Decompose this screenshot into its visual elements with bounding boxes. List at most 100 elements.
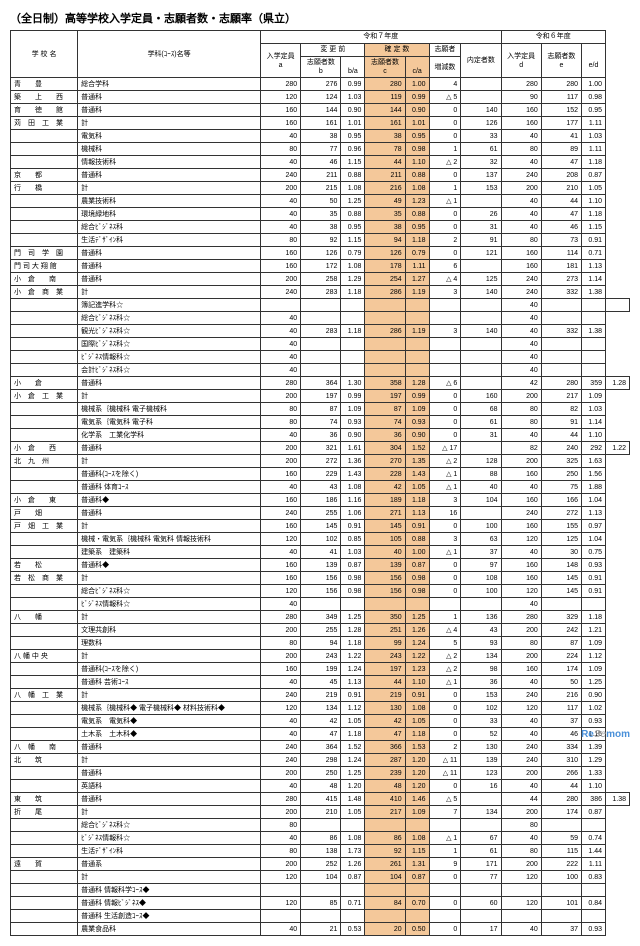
dept-cell: 化学系 工業化学科 <box>78 429 261 442</box>
value-cell: 144 <box>365 104 405 117</box>
value-cell <box>365 299 405 312</box>
value-cell: 1.38 <box>605 793 629 806</box>
value-cell: 40 <box>260 208 300 221</box>
value-cell: 160 <box>260 260 300 273</box>
value-cell: 0.95 <box>341 130 365 143</box>
value-cell: 1.05 <box>582 182 606 195</box>
value-cell: 0.96 <box>341 143 365 156</box>
value-cell: 140 <box>461 286 501 299</box>
value-cell: 0.99 <box>405 91 429 104</box>
value-cell: 1.06 <box>341 507 365 520</box>
value-cell: △ 11 <box>429 754 461 767</box>
table-row: 機械科80770.96780.9816180891.11 <box>11 143 630 156</box>
dept-cell: 観光ﾋﾞｼﾞﾈｽ科☆ <box>78 325 261 338</box>
value-cell: 104 <box>365 871 405 884</box>
dept-cell: 普通科 生活創造ｺｰｽ◆ <box>78 910 261 923</box>
value-cell: 1.11 <box>582 858 606 871</box>
value-cell <box>429 819 461 832</box>
value-cell: 160 <box>260 494 300 507</box>
value-cell: 0.90 <box>341 104 365 117</box>
value-cell: 1.20 <box>341 780 365 793</box>
value-cell: 174 <box>541 806 581 819</box>
value-cell: △ 1 <box>429 481 461 494</box>
dept-cell: 生活ﾃﾞｻﾞｲﾝ科 <box>78 845 261 858</box>
value-cell: 280 <box>260 793 300 806</box>
value-cell: 1.22 <box>405 650 429 663</box>
table-row: 青 豊総合学科2802760.992801.0042802801.00 <box>11 78 630 91</box>
value-cell: 44 <box>501 793 541 806</box>
value-cell: 16 <box>429 507 461 520</box>
value-cell: 41 <box>541 130 581 143</box>
value-cell: 0 <box>429 169 461 182</box>
table-row: 農業技術科40501.25491.23△ 140441.10 <box>11 195 630 208</box>
value-cell: 160 <box>260 559 300 572</box>
value-cell: 84 <box>365 897 405 910</box>
dept-cell: 普通科 情報ﾋﾞｼﾞﾈｽ◆ <box>78 897 261 910</box>
value-cell: 86 <box>365 832 405 845</box>
dept-cell: 電気系｛電気科 電子科 <box>78 416 261 429</box>
value-cell: 40 <box>501 923 541 936</box>
value-cell: 1.33 <box>582 767 606 780</box>
school-cell: 戸 畑 <box>11 507 78 520</box>
value-cell: 0.79 <box>341 247 365 260</box>
value-cell <box>541 299 581 312</box>
value-cell: 44 <box>541 429 581 442</box>
value-cell: 160 <box>461 390 501 403</box>
value-cell: 67 <box>461 832 501 845</box>
value-cell: 160 <box>501 494 541 507</box>
value-cell: 102 <box>301 533 341 546</box>
value-cell: 3 <box>429 494 461 507</box>
value-cell: 40 <box>260 728 300 741</box>
value-cell: 280 <box>501 611 541 624</box>
value-cell: 31 <box>461 429 501 442</box>
school-cell <box>11 585 78 598</box>
value-cell: 40 <box>501 715 541 728</box>
value-cell <box>429 364 461 377</box>
value-cell: 0 <box>429 559 461 572</box>
value-cell: △ 6 <box>429 377 461 390</box>
dept-cell: 農業食品科 <box>78 923 261 936</box>
school-cell: 八 幡 <box>11 611 78 624</box>
value-cell: 1.18 <box>341 325 365 338</box>
school-cell: 小 倉 <box>11 377 78 390</box>
value-cell: 280 <box>260 611 300 624</box>
value-cell: 140 <box>461 104 501 117</box>
value-cell: 240 <box>501 273 541 286</box>
value-cell: △ 5 <box>429 793 461 806</box>
value-cell: 1.11 <box>582 143 606 156</box>
value-cell: 40 <box>501 195 541 208</box>
value-cell: 139 <box>461 754 501 767</box>
value-cell: 48 <box>365 780 405 793</box>
table-row: 環境緑地科40350.88350.8802640471.18 <box>11 208 630 221</box>
school-cell: 小 倉 西 <box>11 442 78 455</box>
value-cell: 63 <box>461 533 501 546</box>
value-cell: △ 17 <box>429 442 461 455</box>
value-cell: 1.02 <box>582 702 606 715</box>
value-cell: 80 <box>260 845 300 858</box>
data-table: 学 校 名 学科(ｺｰｽ)名等 令和７年度 令和６年度 入学定員a 変 更 前 … <box>10 30 630 936</box>
value-cell: 33 <box>461 130 501 143</box>
value-cell: 40 <box>260 429 300 442</box>
value-cell: 126 <box>461 117 501 130</box>
value-cell <box>582 364 606 377</box>
value-cell: 216 <box>541 689 581 702</box>
dept-cell: 計 <box>78 286 261 299</box>
table-row: ﾋﾞｼﾞﾈｽ情報科☆4040 <box>11 598 630 611</box>
value-cell: 210 <box>301 806 341 819</box>
value-cell: 121 <box>461 247 501 260</box>
value-cell <box>429 598 461 611</box>
value-cell: 40 <box>501 481 541 494</box>
h-rate6: e/d <box>582 44 606 78</box>
school-cell <box>11 767 78 780</box>
table-row: 北 九 州計2002721.362701.35△ 21282003251.63 <box>11 455 630 468</box>
value-cell: 75 <box>541 481 581 494</box>
value-cell: 40 <box>501 221 541 234</box>
value-cell <box>461 507 501 520</box>
value-cell: 153 <box>461 689 501 702</box>
value-cell: 47 <box>301 728 341 741</box>
school-cell <box>11 481 78 494</box>
school-cell <box>11 325 78 338</box>
dept-cell: 総合学科 <box>78 78 261 91</box>
value-cell: 0 <box>429 390 461 403</box>
value-cell: 1.24 <box>405 637 429 650</box>
